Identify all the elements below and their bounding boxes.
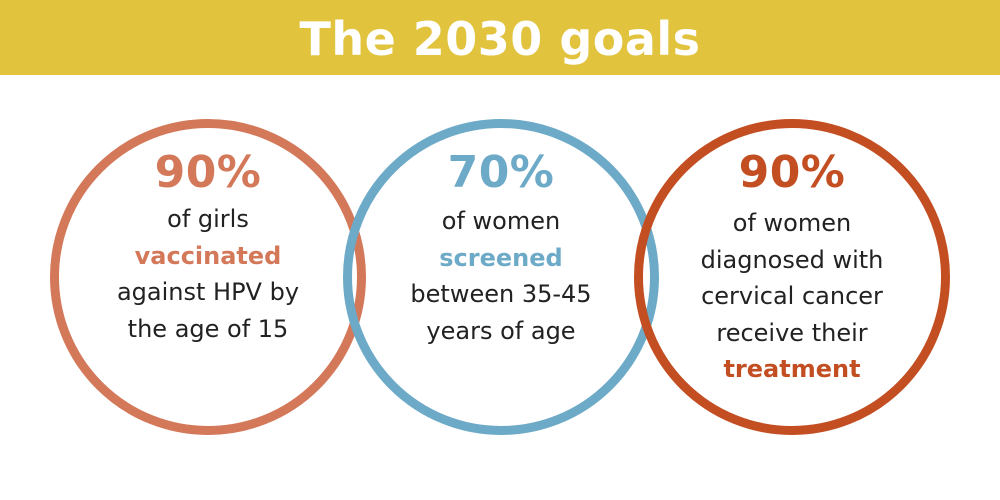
goal-text-line: cervical cancer	[701, 282, 883, 310]
goal-text-line: of women	[441, 207, 561, 235]
page-title: The 2030 goals	[299, 11, 701, 66]
goal-circle-treatment	[634, 119, 950, 435]
goal-text-line: the age of 15	[127, 314, 289, 343]
goal-text-line: against HPV by	[116, 278, 300, 306]
goal-text-line: of girls	[167, 205, 249, 233]
goal-percent: 70%	[447, 147, 555, 198]
goal-text-line: receive their	[716, 318, 868, 347]
goal-highlight: screened	[439, 243, 563, 272]
goal-vaccination: 90% of girls vaccinated against HPV by t…	[78, 145, 338, 347]
goal-text-line: of women	[732, 209, 852, 237]
goal-text-line: between 35-45	[410, 280, 592, 308]
goal-percent: 90%	[154, 147, 262, 198]
goal-text-line: years of age	[426, 316, 576, 345]
goal-treatment: 90% of women diagnosed with cervical can…	[662, 145, 922, 388]
goal-text-line: diagnosed with	[700, 245, 884, 274]
title-banner: The 2030 goals	[0, 0, 1000, 75]
goal-highlight: treatment	[723, 355, 861, 383]
goal-highlight: vaccinated	[134, 241, 282, 270]
goal-screening: 70% of women screened between 35-45 year…	[371, 145, 631, 349]
goal-percent: 90%	[738, 147, 846, 198]
